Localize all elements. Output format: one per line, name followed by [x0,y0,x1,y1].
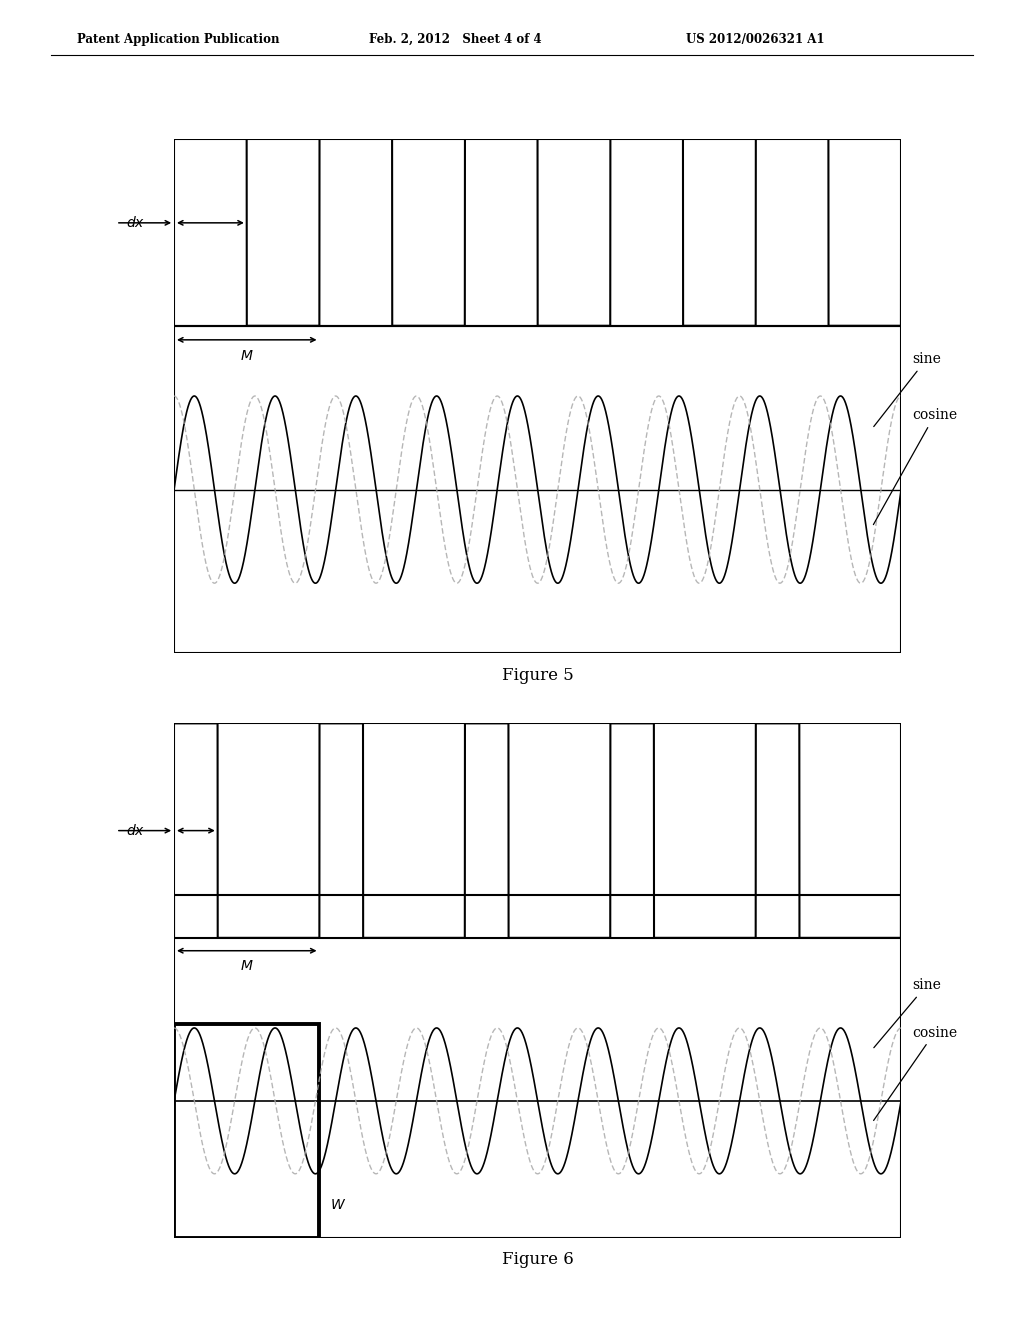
Text: sine: sine [873,352,941,426]
Text: US 2012/0026321 A1: US 2012/0026321 A1 [686,33,824,46]
Bar [174,723,901,937]
Text: $dx$: $dx$ [126,215,145,230]
Text: $M$: $M$ [240,350,254,363]
Text: Patent Application Publication: Patent Application Publication [77,33,280,46]
Bar [174,1024,319,1238]
Text: cosine: cosine [873,408,957,524]
Text: $M$: $M$ [240,960,254,973]
Text: $W$: $W$ [331,1199,346,1212]
Text: Figure 5: Figure 5 [502,667,573,684]
Bar [174,326,901,653]
Text: cosine: cosine [873,1026,957,1121]
Text: $dx$: $dx$ [126,824,145,838]
Bar [174,139,901,326]
Text: Feb. 2, 2012   Sheet 4 of 4: Feb. 2, 2012 Sheet 4 of 4 [369,33,542,46]
Text: sine: sine [873,978,941,1048]
Text: Figure 6: Figure 6 [502,1251,573,1269]
Bar [174,895,901,1238]
